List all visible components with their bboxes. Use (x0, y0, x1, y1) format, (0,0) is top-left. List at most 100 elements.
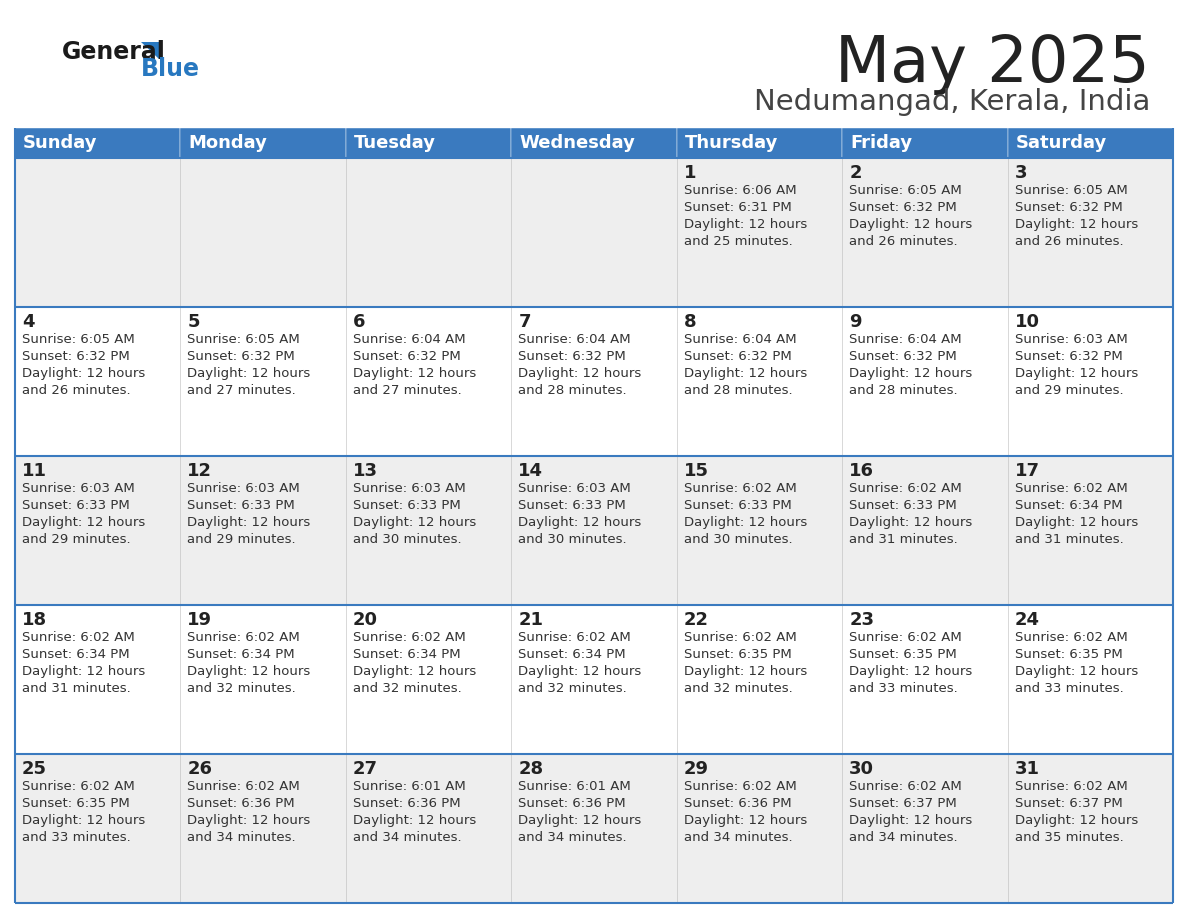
Text: Daylight: 12 hours: Daylight: 12 hours (849, 665, 973, 678)
Text: 25: 25 (23, 760, 48, 778)
Text: Sunset: 6:33 PM: Sunset: 6:33 PM (849, 499, 956, 512)
Text: Sunrise: 6:02 AM: Sunrise: 6:02 AM (849, 631, 962, 644)
Text: Sunrise: 6:04 AM: Sunrise: 6:04 AM (684, 333, 796, 346)
Text: 23: 23 (849, 611, 874, 629)
Text: Sunrise: 6:03 AM: Sunrise: 6:03 AM (188, 482, 301, 495)
Text: Daylight: 12 hours: Daylight: 12 hours (353, 367, 476, 380)
Text: Daylight: 12 hours: Daylight: 12 hours (684, 814, 807, 827)
Text: Sunset: 6:35 PM: Sunset: 6:35 PM (849, 648, 956, 661)
Text: Daylight: 12 hours: Daylight: 12 hours (518, 814, 642, 827)
Text: 6: 6 (353, 313, 366, 331)
Text: Daylight: 12 hours: Daylight: 12 hours (1015, 665, 1138, 678)
Text: and 31 minutes.: and 31 minutes. (23, 682, 131, 695)
Text: 31: 31 (1015, 760, 1040, 778)
Text: Sunrise: 6:04 AM: Sunrise: 6:04 AM (849, 333, 962, 346)
Text: Sunset: 6:32 PM: Sunset: 6:32 PM (849, 350, 956, 363)
Text: and 30 minutes.: and 30 minutes. (353, 533, 461, 546)
Text: 13: 13 (353, 462, 378, 480)
Text: Sunrise: 6:02 AM: Sunrise: 6:02 AM (23, 780, 134, 793)
Text: Sunset: 6:32 PM: Sunset: 6:32 PM (353, 350, 461, 363)
Text: Wednesday: Wednesday (519, 134, 636, 152)
Text: Sunrise: 6:06 AM: Sunrise: 6:06 AM (684, 184, 796, 197)
Text: and 29 minutes.: and 29 minutes. (23, 533, 131, 546)
Text: and 30 minutes.: and 30 minutes. (518, 533, 627, 546)
Text: Sunrise: 6:02 AM: Sunrise: 6:02 AM (188, 631, 301, 644)
Text: Daylight: 12 hours: Daylight: 12 hours (849, 814, 973, 827)
Text: Sunset: 6:35 PM: Sunset: 6:35 PM (23, 797, 129, 810)
Text: and 28 minutes.: and 28 minutes. (684, 384, 792, 397)
Text: Daylight: 12 hours: Daylight: 12 hours (188, 814, 311, 827)
Text: and 31 minutes.: and 31 minutes. (849, 533, 958, 546)
Text: Sunset: 6:36 PM: Sunset: 6:36 PM (684, 797, 791, 810)
Text: Daylight: 12 hours: Daylight: 12 hours (849, 367, 973, 380)
Text: Daylight: 12 hours: Daylight: 12 hours (353, 665, 476, 678)
Bar (15, 456, 1173, 605)
Bar (15, 158, 1173, 307)
Text: Sunset: 6:37 PM: Sunset: 6:37 PM (1015, 797, 1123, 810)
Text: May 2025: May 2025 (835, 33, 1150, 95)
Text: Sunrise: 6:02 AM: Sunrise: 6:02 AM (684, 631, 796, 644)
Text: Sunrise: 6:05 AM: Sunrise: 6:05 AM (188, 333, 301, 346)
Bar (15, 128, 181, 158)
Text: Sunrise: 6:03 AM: Sunrise: 6:03 AM (353, 482, 466, 495)
Bar (181, 128, 346, 158)
Text: Sunset: 6:33 PM: Sunset: 6:33 PM (518, 499, 626, 512)
Text: Daylight: 12 hours: Daylight: 12 hours (188, 367, 311, 380)
Text: Sunset: 6:36 PM: Sunset: 6:36 PM (188, 797, 295, 810)
Bar (15, 307, 1173, 456)
Bar (677, 128, 842, 158)
Text: Sunrise: 6:02 AM: Sunrise: 6:02 AM (353, 631, 466, 644)
Text: Sunrise: 6:03 AM: Sunrise: 6:03 AM (1015, 333, 1127, 346)
Text: Daylight: 12 hours: Daylight: 12 hours (1015, 218, 1138, 231)
Text: Daylight: 12 hours: Daylight: 12 hours (23, 367, 145, 380)
Text: and 27 minutes.: and 27 minutes. (353, 384, 462, 397)
Text: Sunset: 6:35 PM: Sunset: 6:35 PM (684, 648, 791, 661)
Text: Sunset: 6:36 PM: Sunset: 6:36 PM (518, 797, 626, 810)
Text: Daylight: 12 hours: Daylight: 12 hours (1015, 367, 1138, 380)
Text: 9: 9 (849, 313, 861, 331)
Text: 22: 22 (684, 611, 709, 629)
Text: Sunset: 6:34 PM: Sunset: 6:34 PM (188, 648, 295, 661)
Text: Daylight: 12 hours: Daylight: 12 hours (518, 665, 642, 678)
Text: and 32 minutes.: and 32 minutes. (684, 682, 792, 695)
Text: 21: 21 (518, 611, 543, 629)
Text: 30: 30 (849, 760, 874, 778)
Text: 2: 2 (849, 164, 861, 182)
Text: Sunrise: 6:05 AM: Sunrise: 6:05 AM (1015, 184, 1127, 197)
Text: Thursday: Thursday (684, 134, 778, 152)
Text: Sunrise: 6:02 AM: Sunrise: 6:02 AM (188, 780, 301, 793)
Text: Daylight: 12 hours: Daylight: 12 hours (23, 516, 145, 529)
Text: Sunrise: 6:05 AM: Sunrise: 6:05 AM (23, 333, 134, 346)
Text: and 32 minutes.: and 32 minutes. (188, 682, 296, 695)
Text: and 28 minutes.: and 28 minutes. (518, 384, 627, 397)
Text: Daylight: 12 hours: Daylight: 12 hours (518, 516, 642, 529)
Text: Sunset: 6:34 PM: Sunset: 6:34 PM (1015, 499, 1123, 512)
Text: Daylight: 12 hours: Daylight: 12 hours (518, 367, 642, 380)
Text: Sunrise: 6:02 AM: Sunrise: 6:02 AM (849, 780, 962, 793)
Text: Sunset: 6:32 PM: Sunset: 6:32 PM (518, 350, 626, 363)
Bar (346, 128, 511, 158)
Text: 10: 10 (1015, 313, 1040, 331)
Text: Sunrise: 6:05 AM: Sunrise: 6:05 AM (849, 184, 962, 197)
Text: Sunset: 6:32 PM: Sunset: 6:32 PM (684, 350, 791, 363)
Text: Sunset: 6:33 PM: Sunset: 6:33 PM (188, 499, 295, 512)
Text: and 31 minutes.: and 31 minutes. (1015, 533, 1124, 546)
Text: and 28 minutes.: and 28 minutes. (849, 384, 958, 397)
Text: and 32 minutes.: and 32 minutes. (353, 682, 462, 695)
Text: Daylight: 12 hours: Daylight: 12 hours (684, 665, 807, 678)
Bar (511, 128, 677, 158)
Text: Sunset: 6:34 PM: Sunset: 6:34 PM (353, 648, 461, 661)
Text: and 34 minutes.: and 34 minutes. (684, 831, 792, 844)
Text: 20: 20 (353, 611, 378, 629)
Text: Sunset: 6:34 PM: Sunset: 6:34 PM (23, 648, 129, 661)
Text: 1: 1 (684, 164, 696, 182)
Bar (15, 605, 1173, 754)
Text: 3: 3 (1015, 164, 1028, 182)
Text: Sunset: 6:32 PM: Sunset: 6:32 PM (849, 201, 956, 214)
Text: Sunset: 6:33 PM: Sunset: 6:33 PM (684, 499, 791, 512)
Text: Monday: Monday (189, 134, 267, 152)
Text: 7: 7 (518, 313, 531, 331)
Text: Daylight: 12 hours: Daylight: 12 hours (684, 218, 807, 231)
Text: Sunset: 6:37 PM: Sunset: 6:37 PM (849, 797, 956, 810)
Bar (842, 128, 1007, 158)
